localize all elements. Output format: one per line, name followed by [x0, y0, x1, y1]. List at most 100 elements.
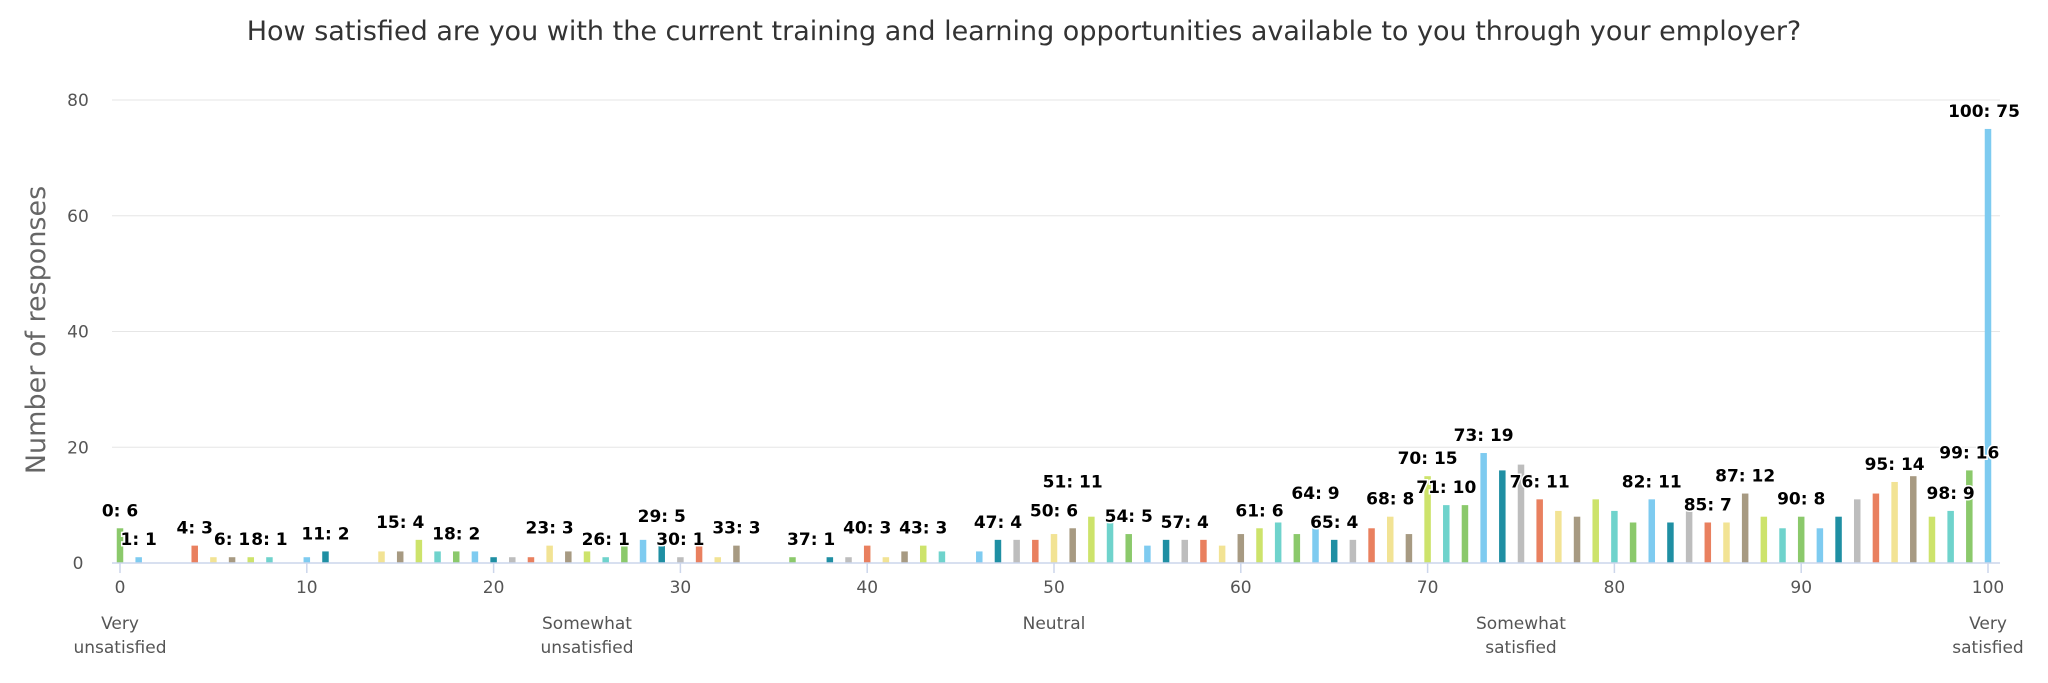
data-label: 51: 11 [1043, 472, 1103, 492]
bar[interactable] [1181, 539, 1189, 563]
category-label: Somewhat [542, 614, 632, 634]
data-label: 40: 3 [843, 519, 891, 539]
bar[interactable] [378, 551, 385, 563]
bar[interactable] [789, 557, 796, 563]
bar[interactable] [1200, 539, 1207, 563]
bar[interactable] [826, 557, 834, 563]
bar[interactable] [1218, 545, 1226, 563]
bar[interactable] [1797, 516, 1805, 563]
bar[interactable] [303, 557, 311, 563]
bar[interactable] [1704, 522, 1712, 563]
bar[interactable] [882, 557, 890, 563]
bar[interactable] [1013, 539, 1020, 563]
bar[interactable] [1386, 516, 1394, 563]
bar[interactable] [919, 545, 927, 563]
bar[interactable] [415, 539, 423, 563]
bar[interactable] [434, 551, 441, 563]
bar[interactable] [1032, 539, 1039, 563]
bar[interactable] [1088, 516, 1095, 563]
bar[interactable] [1573, 516, 1581, 563]
bar[interactable] [490, 557, 497, 563]
bar[interactable] [1685, 510, 1693, 563]
bar[interactable] [658, 545, 665, 563]
bar[interactable] [1891, 481, 1898, 563]
bar[interactable] [191, 545, 198, 563]
bar[interactable] [1947, 510, 1954, 563]
bar[interactable] [1293, 534, 1301, 563]
bar[interactable] [1536, 499, 1543, 563]
bar[interactable] [1050, 534, 1058, 563]
bar[interactable] [1872, 493, 1880, 563]
bar[interactable] [1499, 470, 1506, 563]
data-label: 43: 3 [899, 519, 947, 539]
bar[interactable] [1162, 539, 1170, 563]
bar[interactable] [1779, 528, 1786, 563]
bar[interactable] [1629, 522, 1637, 563]
bar[interactable] [1910, 476, 1917, 563]
bar[interactable] [322, 551, 329, 563]
bar[interactable] [1816, 528, 1824, 563]
bar[interactable] [1723, 522, 1730, 563]
bar[interactable] [1405, 534, 1413, 563]
bar[interactable] [602, 557, 609, 563]
bar[interactable] [976, 551, 983, 563]
bar[interactable] [1274, 522, 1282, 563]
bar[interactable] [1984, 128, 1992, 563]
category-label: Very [1969, 614, 2007, 634]
bar[interactable] [1611, 510, 1618, 563]
bar[interactable] [1125, 534, 1132, 563]
bar[interactable] [583, 551, 591, 563]
bar[interactable] [565, 551, 572, 563]
bar[interactable] [1330, 539, 1338, 563]
bar[interactable] [228, 557, 236, 563]
bar[interactable] [938, 551, 946, 563]
data-label: 57: 4 [1161, 513, 1209, 533]
bar[interactable] [135, 557, 142, 563]
bar[interactable] [1443, 505, 1450, 563]
data-label: 64: 9 [1291, 484, 1339, 504]
bar[interactable] [1256, 528, 1263, 563]
bar[interactable] [1741, 493, 1749, 563]
bar[interactable] [845, 557, 852, 563]
bar[interactable] [1144, 545, 1151, 563]
bar[interactable] [695, 545, 703, 563]
bar[interactable] [733, 545, 740, 563]
bar[interactable] [1835, 516, 1842, 563]
bar[interactable] [210, 557, 217, 563]
bar[interactable] [1667, 522, 1674, 563]
bar[interactable] [1368, 528, 1375, 563]
bar[interactable] [1349, 539, 1357, 563]
bar[interactable] [1461, 505, 1469, 563]
bar[interactable] [621, 545, 628, 563]
bar[interactable] [396, 551, 404, 563]
bar[interactable] [714, 557, 722, 563]
bar[interactable] [1517, 464, 1525, 563]
bar[interactable] [116, 528, 124, 563]
bar[interactable] [1966, 470, 1973, 563]
bar[interactable] [1069, 528, 1076, 563]
bar[interactable] [266, 557, 273, 563]
bar[interactable] [1480, 453, 1487, 563]
bar[interactable] [1928, 516, 1936, 563]
bar[interactable] [452, 551, 460, 563]
bar[interactable] [639, 539, 647, 563]
bar[interactable] [1237, 534, 1245, 563]
bar[interactable] [863, 545, 871, 563]
bar[interactable] [1592, 499, 1599, 563]
bar[interactable] [471, 551, 479, 563]
bar[interactable] [1106, 522, 1114, 563]
bar[interactable] [1760, 516, 1768, 563]
bar[interactable] [1312, 528, 1319, 563]
bar[interactable] [1648, 499, 1656, 563]
bar[interactable] [677, 557, 684, 563]
bar[interactable] [1424, 476, 1431, 563]
category-label: satisfied [1952, 638, 2023, 658]
bar[interactable] [901, 551, 908, 563]
bar[interactable] [247, 557, 255, 563]
bar[interactable] [994, 539, 1002, 563]
bar[interactable] [509, 557, 516, 563]
bar[interactable] [546, 545, 553, 563]
bar[interactable] [1555, 510, 1562, 563]
bar[interactable] [527, 557, 535, 563]
bar[interactable] [1853, 499, 1861, 563]
